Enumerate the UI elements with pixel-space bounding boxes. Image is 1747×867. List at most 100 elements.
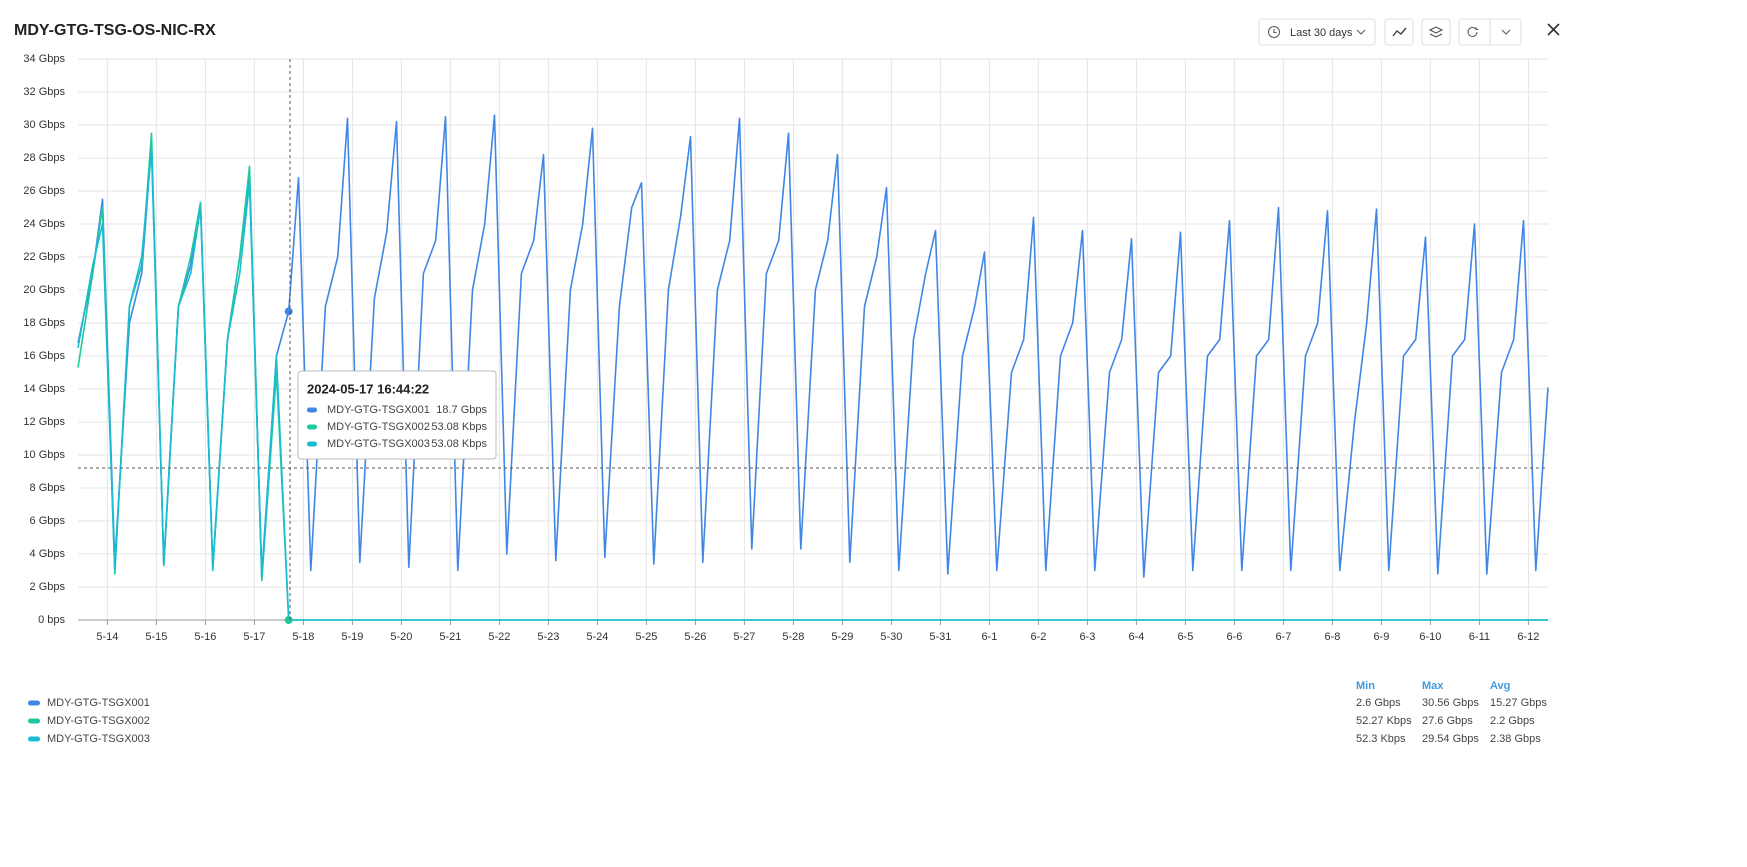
legend-swatch [28,736,40,742]
x-tick-label: 5-14 [96,631,118,643]
stats-cell: 29.54 Gbps [1422,733,1479,745]
y-tick-label: 20 Gbps [23,284,65,296]
x-tick-label: 6-9 [1373,631,1389,643]
compare-icon [1392,27,1407,37]
clock-icon [1268,26,1280,38]
refresh-icon [1467,26,1479,37]
stats-cell: 52.27 Kbps [1356,715,1412,727]
x-tick-label: 5-24 [586,631,608,643]
stats-cell: 15.27 Gbps [1490,697,1547,709]
layers-button[interactable] [1421,18,1451,46]
y-tick-label: 28 Gbps [23,152,65,164]
x-tick-label: 5-25 [635,631,657,643]
stats-cell: 2.6 Gbps [1356,697,1401,709]
stats-table: Min Max Avg 2.6 Gbps 30.56 Gbps 15.27 Gbps 52.… [1356,680,1547,745]
stats-cell: 2.2 Gbps [1490,715,1535,727]
y-tick-label: 4 Gbps [30,548,66,560]
y-tick-label: 26 Gbps [23,185,65,197]
clock-hands [1273,29,1277,33]
range-label: Last 30 days [1290,27,1353,39]
legend-label: MDY-GTG-TSGX002 [47,715,150,727]
tooltip-swatch [307,441,317,447]
tooltip-value: 18.7 Gbps [436,404,487,416]
stats-header: Avg [1490,680,1510,692]
y-tick-label: 10 Gbps [23,449,65,461]
stats-cell: 27.6 Gbps [1422,715,1473,727]
x-tick-label: 5-27 [733,631,755,643]
x-tick-label: 6-12 [1517,631,1539,643]
y-tick-label: 16 Gbps [23,350,65,362]
stats-cell: 52.3 Kbps [1356,733,1406,745]
stats-header: Min [1356,680,1375,692]
layers-icon [1428,26,1444,38]
x-tick-label: 5-18 [292,631,314,643]
legend-label: MDY-GTG-TSGX003 [47,733,150,745]
y-tick-label: 30 Gbps [23,119,65,131]
tooltip-box [297,370,497,460]
y-tick-label: 24 Gbps [23,218,65,230]
x-tick-label: 6-10 [1419,631,1441,643]
hover-point [284,615,293,624]
tooltip-value: 53.08 Kbps [431,421,487,433]
legend: MDY-GTG-TSGX001 MDY-GTG-TSGX002 MDY-GTG-TS… [28,697,150,745]
close-button[interactable] [1547,23,1560,36]
y-tick-label: 8 Gbps [30,482,66,494]
chevron [1501,29,1511,35]
stats-cell: 30.56 Gbps [1422,697,1479,709]
x-tick-label: 6-8 [1324,631,1340,643]
series-line [77,149,1548,621]
x-tick-label: 5-30 [880,631,902,643]
stats-cell: 2.38 Gbps [1490,733,1541,745]
stats-header: Max [1422,680,1444,692]
x-tick-label: 5-15 [145,631,167,643]
tooltip: 2024-05-17 16:44:22 MDY-GTG-TSGX001 18.7 … [297,370,497,460]
x-tick-label: 6-4 [1128,631,1144,643]
tooltip-time: 2024-05-17 16:44:22 [307,381,429,396]
legend-swatch [28,700,40,706]
x-tick-label: 6-3 [1079,631,1095,643]
x-tick-label: 6-2 [1030,631,1046,643]
x-tick-label: 6-7 [1275,631,1291,643]
plot: 0 bps 2 Gbps 4 Gbps 6 Gbps 8 Gbps 10 Gbps 12 G… [23,53,1549,643]
tooltip-swatch [307,407,317,413]
page-title: MDY-GTG-TSG-OS-NIC-RX [14,22,216,39]
x-tick-label: 5-16 [194,631,216,643]
x-tick-label: 5-26 [684,631,706,643]
tooltip-name: MDY-GTG-TSGX001 [327,404,430,416]
x-tick-label: 5-28 [782,631,804,643]
x-tick-label: 6-6 [1226,631,1242,643]
y-tick-label: 0 bps [38,614,65,626]
x-tick-label: 5-31 [929,631,951,643]
y-tick-label: 22 Gbps [23,251,65,263]
tooltip-swatch [307,424,317,430]
y-tick-label: 18 Gbps [23,317,65,329]
x-tick-label: 5-21 [439,631,461,643]
chevron [1356,29,1366,35]
x-tick-label: 6-11 [1469,631,1490,643]
y-tick-label: 34 Gbps [23,53,65,65]
legend-label: MDY-GTG-TSGX001 [47,697,150,709]
x-tick-label: 5-20 [390,631,412,643]
x-tick-label: 5-23 [537,631,559,643]
tooltip-value: 53.08 Kbps [431,438,487,450]
y-tick-label: 14 Gbps [23,383,65,395]
x-tick-label: 5-22 [488,631,510,643]
x-tick-label: 6-1 [981,631,997,643]
y-tick-label: 12 Gbps [23,416,65,428]
tooltip-name: MDY-GTG-TSGX003 [327,438,430,450]
y-tick-label: 2 Gbps [30,581,66,593]
hover-point [284,307,293,316]
y-tick-label: 6 Gbps [30,515,66,527]
x-tick-label: 5-19 [341,631,363,643]
toolbar: Last 30 days [1258,18,1560,46]
x-tick-label: 6-5 [1177,631,1193,643]
tooltip-name: MDY-GTG-TSGX002 [327,421,430,433]
x-tick-label: 5-17 [243,631,265,643]
y-tick-label: 32 Gbps [23,86,65,98]
x-tick-label: 5-29 [831,631,853,643]
legend-swatch [28,718,40,724]
range-button[interactable] [1258,18,1376,46]
series-line [77,114,1549,578]
